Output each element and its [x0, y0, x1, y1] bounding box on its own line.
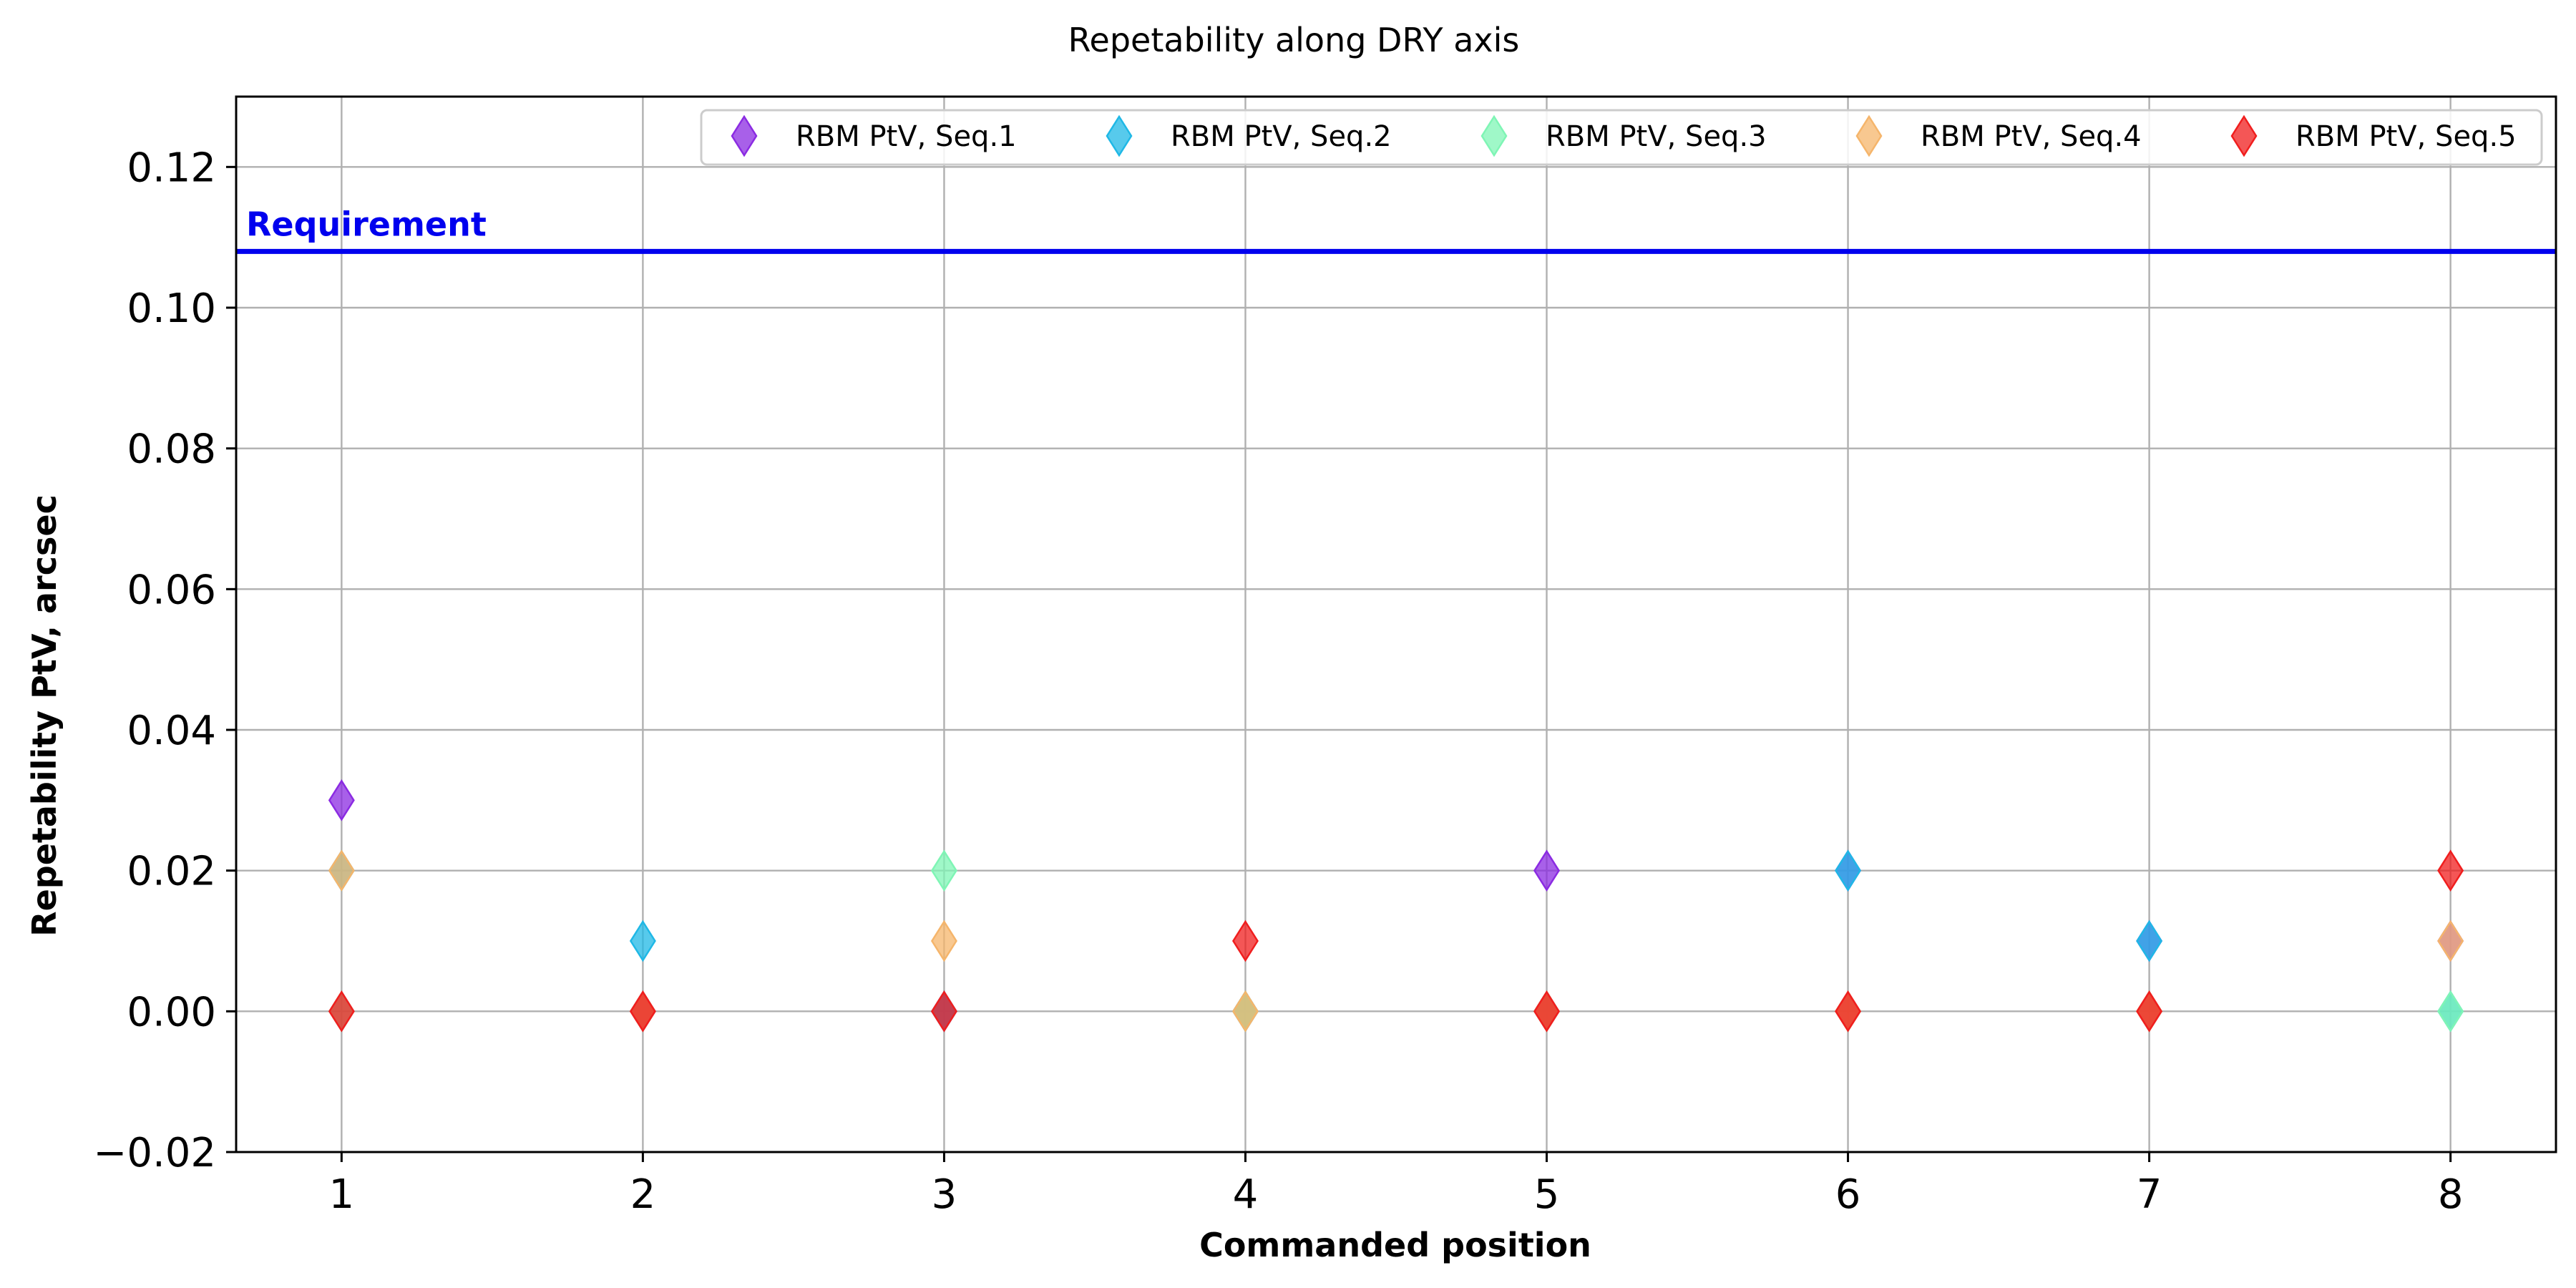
data-point-seq2 [2136, 919, 2163, 962]
y-ticks: −0.02 0.00 0.02 0.04 0.06 0.08 0.10 0.12 [93, 145, 236, 1176]
x-tick-label: 8 [2438, 1171, 2464, 1218]
data-point-seq1 [328, 779, 355, 821]
plot-frame [235, 95, 2557, 1153]
data-point-seq5 [1533, 990, 1560, 1033]
legend-marker [1480, 114, 1508, 157]
data-point-seq3 [2437, 990, 2464, 1033]
legend-item-seq3: RBM PtV, Seq.3 [1480, 114, 1767, 157]
x-tick-label: 7 [2137, 1171, 2162, 1218]
legend-marker [1106, 114, 1133, 157]
legend-item-seq2: RBM PtV, Seq.2 [1106, 114, 1392, 157]
data-point-seq5 [930, 990, 957, 1033]
data-point-seq4 [2437, 919, 2464, 962]
legend-item-seq1: RBM PtV, Seq.1 [731, 114, 1017, 157]
x-tick-label: 2 [630, 1171, 656, 1218]
legend-marker [731, 114, 758, 157]
y-tick-label: 0.10 [127, 286, 216, 332]
y-tick-label: 0.04 [127, 708, 216, 754]
data-point-seq4 [930, 919, 957, 962]
y-tick-label: 0.02 [127, 849, 216, 895]
y-tick-label: −0.02 [93, 1130, 216, 1176]
data-point-seq5 [1232, 919, 1259, 962]
data-point-seq5 [2437, 849, 2464, 892]
y-tick-label: 0.12 [127, 145, 216, 191]
legend-label: RBM PtV, Seq.2 [1171, 120, 1392, 153]
x-ticks: 1 2 3 4 5 6 7 8 [329, 1152, 2464, 1218]
y-axis-title: Repetability PtV, arcsec [25, 494, 64, 937]
legend-frame [700, 109, 2543, 166]
requirement-label: Requirement [246, 205, 487, 243]
legend-item-seq5: RBM PtV, Seq.5 [2230, 114, 2517, 157]
x-tick-label: 5 [1534, 1171, 1560, 1218]
y-tick-label: 0.06 [127, 567, 216, 613]
data-points [328, 779, 2464, 1033]
data-point-seq1 [1533, 849, 1560, 892]
x-tick-label: 6 [1835, 1171, 1861, 1218]
x-tick-label: 4 [1233, 1171, 1259, 1218]
data-point-seq5 [2136, 990, 2163, 1033]
data-point-seq3 [930, 849, 957, 892]
data-point-seq4 [328, 849, 355, 892]
legend-label: RBM PtV, Seq.3 [1546, 120, 1767, 153]
legend-marker [2230, 114, 2258, 157]
legend-item-seq4: RBM PtV, Seq.4 [1855, 114, 2142, 157]
data-point-seq2 [629, 919, 656, 962]
y-tick-label: 0.00 [127, 989, 216, 1035]
chart-title: Repetability along DRY axis [1068, 21, 1520, 59]
data-point-seq2 [1835, 849, 1862, 892]
data-point-seq4 [1232, 990, 1259, 1033]
legend-label: RBM PtV, Seq.5 [2296, 120, 2517, 153]
grid [236, 97, 2556, 1153]
legend-marker [1855, 114, 1883, 157]
x-tick-label: 1 [329, 1171, 355, 1218]
legend-label: RBM PtV, Seq.1 [796, 120, 1017, 153]
data-point-seq5 [1835, 990, 1862, 1033]
legend-label: RBM PtV, Seq.4 [1921, 120, 2142, 153]
legend: RBM PtV, Seq.1 RBM PtV, Seq.2 RBM PtV, Seq… [700, 109, 2543, 166]
x-axis-title: Commanded position [1199, 1226, 1591, 1264]
y-tick-label: 0.08 [127, 426, 216, 473]
data-point-seq5 [629, 990, 656, 1033]
requirement: Requirement [236, 205, 2556, 254]
data-point-seq5 [328, 990, 355, 1033]
x-tick-label: 3 [932, 1171, 957, 1218]
